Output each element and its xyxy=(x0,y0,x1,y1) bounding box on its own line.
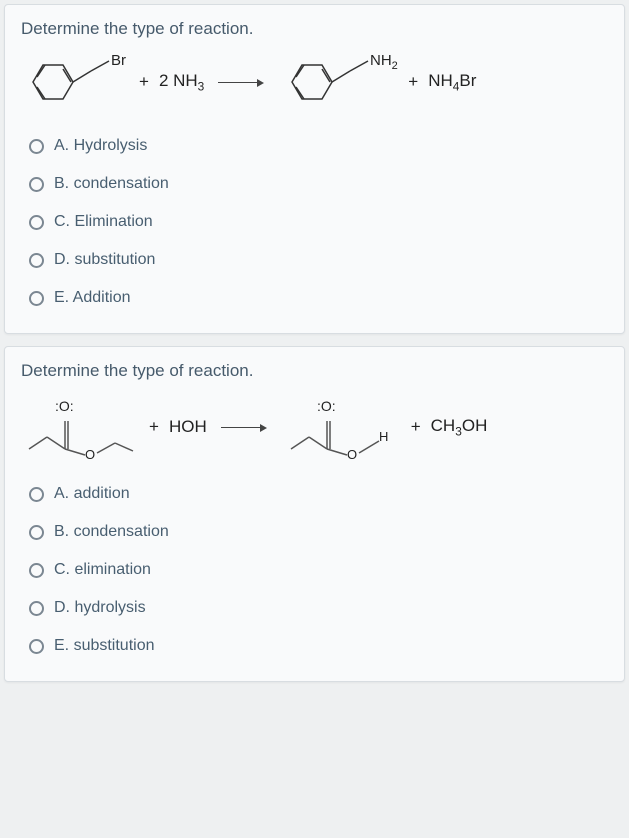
reaction-arrow-2 xyxy=(221,427,267,428)
question-card-2: Determine the type of reaction. :O: O + … xyxy=(4,346,625,682)
question2-options: A. addition B. condensation C. eliminati… xyxy=(5,471,624,681)
option-label: C. Elimination xyxy=(54,213,153,231)
br-label: Br xyxy=(111,52,126,69)
o-label-2: O xyxy=(347,447,357,461)
plus-2a: + xyxy=(149,417,159,437)
option-1-a[interactable]: A. Hydrolysis xyxy=(29,127,610,165)
option-2-c[interactable]: C. elimination xyxy=(29,551,610,589)
option-label: B. condensation xyxy=(54,175,169,193)
option-label: D. substitution xyxy=(54,251,155,269)
radio-icon[interactable] xyxy=(29,177,44,192)
option-label: D. hydrolysis xyxy=(54,599,146,617)
option-label: C. elimination xyxy=(54,561,151,579)
question1-options: A. Hydrolysis B. condensation C. Elimina… xyxy=(5,123,624,333)
radio-icon[interactable] xyxy=(29,601,44,616)
reaction-arrow-1 xyxy=(218,82,264,83)
lone-pair-o-1: :O: xyxy=(55,398,74,414)
option-1-c[interactable]: C. Elimination xyxy=(29,203,610,241)
question2-prompt: Determine the type of reaction. xyxy=(5,347,624,393)
radio-icon[interactable] xyxy=(29,639,44,654)
option-1-b[interactable]: B. condensation xyxy=(29,165,610,203)
ester-reactant-structure: :O: O xyxy=(19,393,139,461)
h-label: H xyxy=(379,429,388,444)
option-2-d[interactable]: D. hydrolysis xyxy=(29,589,610,627)
option-label: B. condensation xyxy=(54,523,169,541)
radio-icon[interactable] xyxy=(29,487,44,502)
lone-pair-o-2: :O: xyxy=(317,398,336,414)
acid-product-structure: :O: O H xyxy=(281,393,401,461)
product-nh4br: NH4Br xyxy=(428,71,476,93)
option-label: A. Hydrolysis xyxy=(54,137,147,155)
plus-2b: + xyxy=(411,417,421,437)
benzyl-nh2-structure: NH2 xyxy=(278,51,398,113)
option-2-e[interactable]: E. substitution xyxy=(29,627,610,665)
plus-1b: + xyxy=(408,72,418,92)
product-ch3oh: CH3OH xyxy=(431,416,488,438)
radio-icon[interactable] xyxy=(29,139,44,154)
option-label: E. Addition xyxy=(54,289,131,307)
radio-icon[interactable] xyxy=(29,291,44,306)
option-2-b[interactable]: B. condensation xyxy=(29,513,610,551)
question1-diagram: Br + 2 NH3 NH2 + NH4Br xyxy=(5,51,624,123)
benzyl-br-structure: Br xyxy=(19,51,129,113)
option-label: E. substitution xyxy=(54,637,155,655)
option-label: A. addition xyxy=(54,485,130,503)
option-2-a[interactable]: A. addition xyxy=(29,475,610,513)
question1-prompt: Determine the type of reaction. xyxy=(5,5,624,51)
reagent-hoh: HOH xyxy=(169,417,207,437)
question-card-1: Determine the type of reaction. Br + 2 N… xyxy=(4,4,625,334)
radio-icon[interactable] xyxy=(29,563,44,578)
radio-icon[interactable] xyxy=(29,215,44,230)
radio-icon[interactable] xyxy=(29,525,44,540)
reagent-nh3: 2 NH3 xyxy=(159,71,204,93)
nh2-label: NH2 xyxy=(370,52,398,72)
plus-1a: + xyxy=(139,72,149,92)
option-1-d[interactable]: D. substitution xyxy=(29,241,610,279)
option-1-e[interactable]: E. Addition xyxy=(29,279,610,317)
o-label: O xyxy=(85,447,95,461)
radio-icon[interactable] xyxy=(29,253,44,268)
question2-diagram: :O: O + HOH :O: O H + CH3OH xyxy=(5,393,624,471)
